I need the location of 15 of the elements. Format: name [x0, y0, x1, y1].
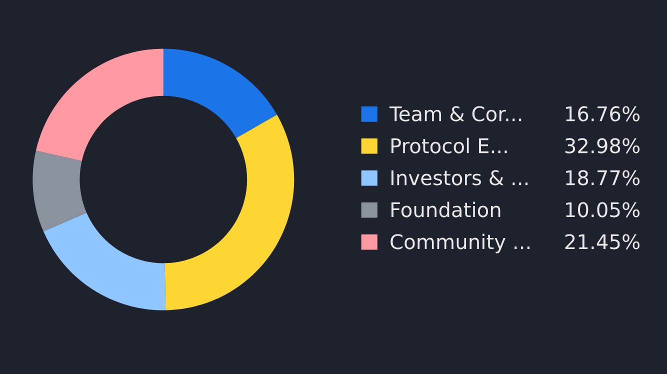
donut-slice	[43, 212, 166, 310]
data-label: 18.77%	[566, 170, 640, 186]
data-label: 16.76%	[566, 106, 640, 122]
legend-label: Protocol E...	[391, 138, 507, 154]
donut-slice	[32, 150, 87, 232]
data-label: 32.98%	[565, 138, 640, 154]
donut-slice	[36, 48, 164, 161]
legend-label: Investors & ...	[391, 170, 528, 186]
legend-label: Foundation	[391, 202, 500, 218]
donut-slice	[164, 114, 294, 310]
data-label: 10.05%	[566, 202, 640, 218]
legend-label: Community ...	[390, 234, 530, 254]
legend-label: Team & Cor...	[389, 106, 522, 122]
donut-slice	[163, 48, 278, 138]
data-label: 21.45%	[565, 234, 640, 250]
